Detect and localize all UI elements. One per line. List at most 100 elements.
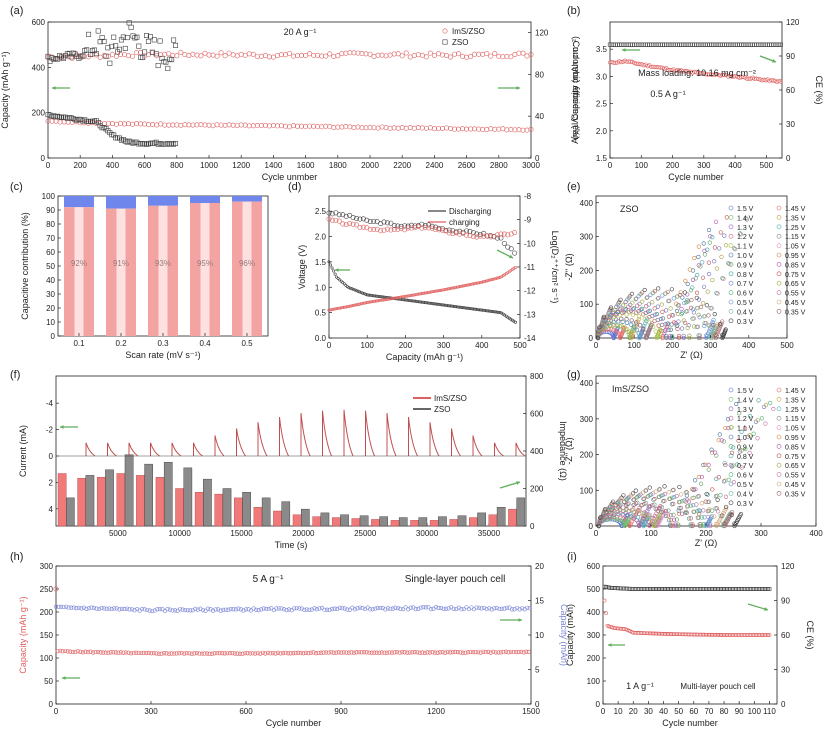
ims-zso-ce-point	[371, 53, 377, 59]
zso-ce-point	[155, 63, 161, 69]
ims-zso-ce-point	[363, 51, 369, 57]
nyquist-point	[707, 507, 712, 512]
panel-i-y2label: CE (%)	[805, 621, 815, 650]
logd-discharge-point	[371, 218, 377, 224]
charge-voltage-point	[423, 291, 427, 295]
capacity-point-i	[766, 633, 770, 637]
nyquist-point	[724, 504, 729, 510]
discharge-voltage-point	[422, 300, 426, 304]
ims-zso-ce-point	[218, 50, 224, 56]
ims-zso-ce-point	[379, 52, 385, 58]
charge-voltage-point	[359, 302, 363, 306]
capacity-mah-point	[299, 606, 304, 611]
nyquist-tail-point	[700, 260, 705, 265]
nyquist-legend-marker	[728, 453, 734, 459]
nyquist-point	[702, 515, 707, 520]
ims-zso-capacity-point	[508, 127, 514, 133]
impedance-bar-zso	[203, 478, 212, 527]
capacity-point	[164, 651, 169, 656]
capacity-mah-point	[390, 606, 396, 611]
nyquist-legend-marker	[728, 397, 734, 402]
capacity-mah-point	[233, 607, 238, 612]
nyquist-point	[652, 502, 657, 507]
nyquist-legend-marker	[728, 271, 734, 277]
discharge-voltage-point	[419, 300, 423, 304]
capacity-point	[306, 651, 311, 656]
capacity-mah-point	[167, 607, 173, 612]
nyquist-legend-marker	[776, 453, 782, 459]
nyquist-legend-label: 0.95 V	[785, 253, 806, 260]
panel-f-ytick-label: 2	[49, 478, 54, 487]
ims-zso-capacity-point	[311, 123, 317, 129]
panel-f-ylabel: Current (mA)	[18, 425, 28, 477]
charge-voltage-point	[445, 287, 449, 291]
charge-voltage-point	[471, 282, 475, 286]
capacity-mah-point	[254, 607, 259, 612]
nyquist-point	[648, 504, 653, 509]
capacity-mah-point	[188, 608, 193, 613]
ims-zso-ce-point	[190, 51, 196, 57]
capacity-mah-point	[385, 606, 390, 611]
nyquist-point	[624, 312, 629, 317]
capacity-point	[483, 649, 488, 655]
capacity-mah-point	[155, 607, 160, 612]
capacity-mah-point	[408, 605, 413, 610]
nyquist-legend-label: 1.35 V	[785, 215, 806, 222]
nyquist-tail-point	[691, 310, 696, 315]
capacity-mah-point	[421, 605, 426, 610]
capacity-point	[506, 650, 511, 655]
discharge-voltage-point	[342, 282, 346, 286]
discharge-voltage-point	[423, 301, 427, 305]
nyquist-tail-point	[683, 278, 688, 283]
nyquist-point	[652, 496, 657, 502]
discharge-voltage-point	[355, 289, 359, 293]
panel-c-ytick-label: 30	[46, 290, 55, 299]
nyquist-point	[618, 503, 623, 508]
nyquist-tail-point	[734, 462, 740, 467]
charge-voltage-point	[419, 292, 423, 296]
nyquist-point	[621, 309, 626, 314]
charge-voltage-point	[332, 307, 336, 311]
capacity-point	[108, 650, 113, 655]
ims-zso-capacity-point	[520, 127, 526, 133]
capacity-mah-point	[102, 606, 107, 611]
charge-voltage-point	[513, 266, 517, 270]
ims-zso-capacity-point	[343, 123, 349, 129]
nyquist-point	[617, 313, 623, 318]
nyquist-tail-point	[701, 462, 706, 468]
nyquist-tail-point	[756, 398, 761, 403]
ims-zso-capacity-point	[512, 127, 518, 133]
capacity-point	[351, 650, 357, 655]
logd-charge-point	[439, 227, 445, 233]
ims-zso-capacity-point	[134, 121, 140, 127]
capacity-point	[524, 649, 529, 654]
ims-zso-capacity-point	[327, 124, 333, 130]
charge-voltage-point	[481, 280, 485, 284]
ims-zso-ce-point	[138, 49, 144, 55]
nyquist-legend-label: 0.8 V	[737, 272, 754, 279]
nyquist-point	[635, 509, 640, 514]
nyquist-legend-label: 1.5 V	[737, 388, 754, 395]
capacity-point	[440, 650, 445, 655]
panel-c-ytick-label: 20	[46, 304, 55, 313]
nyquist-legend-marker	[728, 280, 734, 286]
charge-voltage-point	[457, 285, 461, 289]
nyquist-legend-marker	[728, 262, 734, 267]
capacitive-bar-top	[148, 196, 178, 206]
panel-d-ytick-label: 2.5	[315, 207, 327, 216]
ims-zso-capacity-point	[186, 122, 192, 128]
capacity-mah-point	[213, 607, 218, 612]
nyquist-tail-point	[699, 481, 704, 486]
discharge-voltage-point	[437, 302, 441, 306]
capacity-mah-point	[246, 607, 251, 612]
logd-discharge-point	[336, 212, 342, 218]
logd-discharge-point	[470, 230, 476, 236]
capacity-mah-point	[307, 607, 312, 612]
nyquist-legend-marker	[728, 299, 734, 305]
charge-voltage-point	[367, 300, 371, 304]
capacity-mah-point	[84, 606, 89, 611]
nyquist-point	[718, 513, 723, 518]
capacity-mah-point	[208, 607, 213, 612]
impedance-bar-ims-zso	[331, 517, 341, 527]
zso-ce-point	[111, 34, 117, 40]
